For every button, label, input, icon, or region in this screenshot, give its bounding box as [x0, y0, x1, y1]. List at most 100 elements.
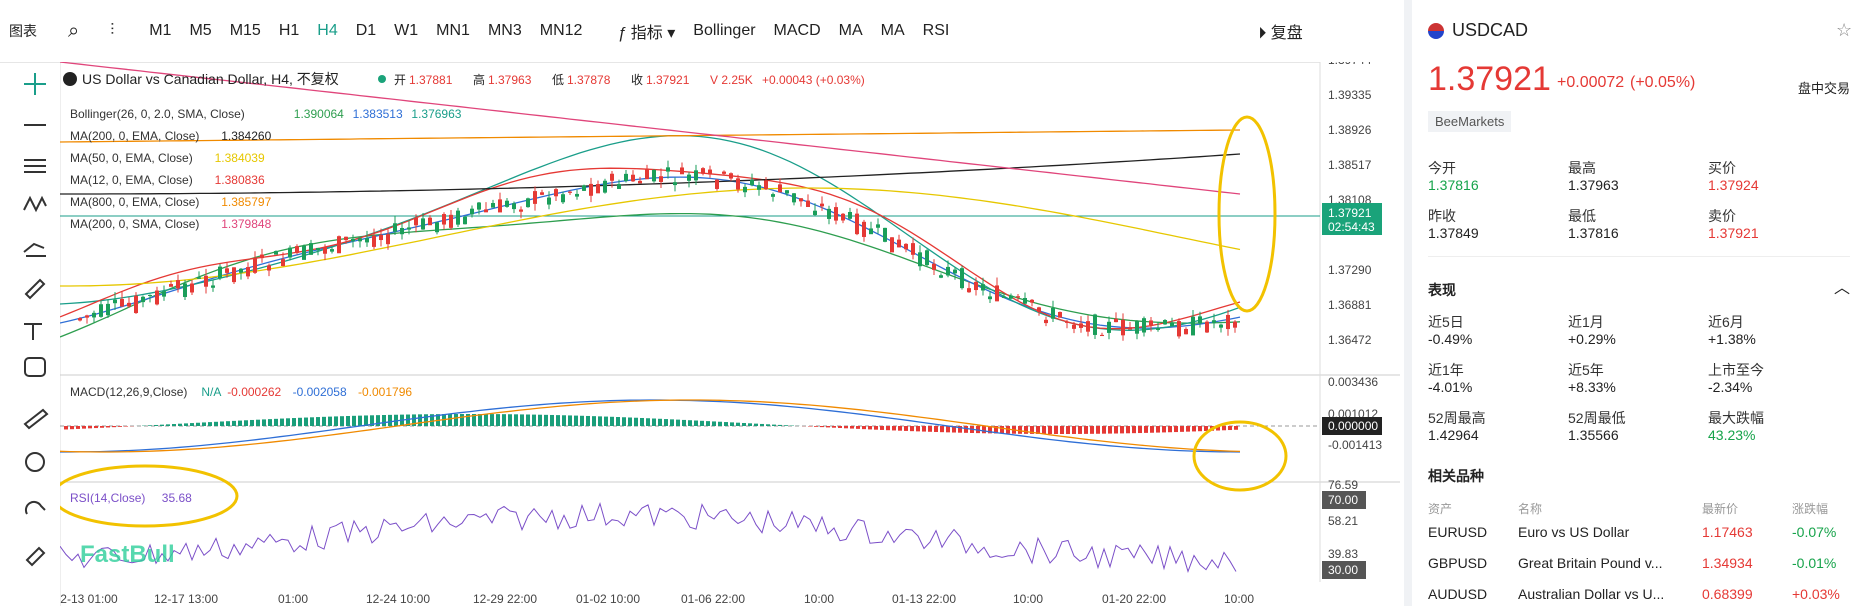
candle-body — [337, 236, 341, 254]
time-tick-label: 12-24 10:00 — [366, 592, 430, 606]
candle-body — [1205, 321, 1209, 333]
interval[interactable]: M5 — [189, 22, 212, 39]
macd-hist — [958, 426, 962, 433]
candle-body — [785, 190, 789, 194]
candle-body — [253, 258, 257, 273]
time-tick-label: 01-02 10:00 — [576, 592, 640, 606]
candle-body — [652, 169, 656, 182]
emoji-tool[interactable] — [24, 357, 46, 377]
ruler-tool[interactable] — [23, 408, 49, 430]
macd-hist — [688, 420, 692, 426]
time-tick-label: 10:00 — [804, 592, 834, 606]
candle-body — [491, 203, 495, 208]
macd-hist — [190, 423, 194, 426]
macd-hist — [598, 416, 602, 426]
change-pct: (+0.05%) — [1630, 74, 1696, 91]
interval[interactable]: H1 — [278, 22, 300, 39]
macd-hist — [874, 426, 878, 430]
candle-body — [533, 191, 537, 204]
session: 盘中交易 — [1798, 81, 1851, 96]
related-cell: -0.01% — [1792, 555, 1837, 571]
macd-hist — [868, 426, 872, 430]
brush-tool[interactable] — [24, 278, 46, 300]
macd-hist — [202, 422, 206, 426]
candle-body — [1121, 319, 1125, 336]
macd-tick-label: 0.000000 — [1328, 419, 1378, 433]
candle-body — [799, 198, 803, 202]
interval[interactable]: MN12 — [539, 22, 583, 39]
related-cell[interactable]: GBPUSD — [1428, 555, 1488, 571]
macd-hist — [406, 414, 410, 426]
search-icon[interactable]: ⌕ — [68, 19, 80, 42]
performance-title: 表现 — [1428, 282, 1456, 298]
indicators-menu[interactable]: ƒ 指标 ▾ — [617, 25, 676, 42]
macd-hist — [766, 424, 770, 426]
zoom-tool[interactable] — [25, 452, 45, 472]
text-tool[interactable] — [24, 323, 42, 340]
indicator[interactable]: MA — [838, 22, 863, 39]
candle-body — [722, 171, 726, 174]
favorite[interactable]: ☆ — [1836, 20, 1853, 40]
chart-menu[interactable]: 图表 — [9, 23, 37, 39]
candle-body — [1051, 308, 1055, 319]
related-cell[interactable]: EURUSD — [1428, 524, 1488, 540]
stat-value: -0.49% — [1428, 331, 1473, 347]
stat-label: 52周最低 — [1568, 410, 1626, 426]
stat-value: 1.42964 — [1428, 427, 1479, 443]
related-cell: Euro vs US Dollar — [1518, 524, 1630, 540]
highlight-ellipse — [1192, 420, 1288, 492]
indicator[interactable]: Bollinger — [693, 22, 756, 39]
macd-hist — [1192, 426, 1196, 432]
replay[interactable]: ⏵ 复盘 — [1258, 25, 1303, 42]
collapse[interactable]: ︿ — [1834, 280, 1851, 297]
candle-body — [862, 221, 866, 237]
interval[interactable]: W1 — [394, 22, 419, 39]
crosshair-tool[interactable] — [24, 73, 46, 95]
macd-hist — [844, 426, 848, 429]
candle-body — [841, 213, 845, 221]
projection-tool[interactable] — [23, 242, 46, 257]
candle-body — [1016, 296, 1020, 298]
candle-body — [827, 208, 831, 219]
macd-hist — [580, 415, 584, 426]
interval[interactable]: H4 — [317, 22, 338, 39]
stat-label: 上市至今 — [1708, 362, 1764, 378]
indicator[interactable]: MACD — [773, 22, 821, 39]
candle-body — [92, 312, 96, 318]
macd-hist — [70, 426, 74, 430]
macd-hist — [1072, 426, 1076, 434]
related-cell[interactable]: AUDUSD — [1428, 586, 1488, 602]
macd-hist — [736, 422, 740, 426]
macd-hist — [94, 426, 98, 429]
indicator[interactable]: RSI — [922, 22, 950, 39]
macd-hist — [616, 417, 620, 426]
candle-icon[interactable]: ⫶ — [110, 22, 115, 39]
interval[interactable]: MN1 — [436, 22, 470, 39]
candle-body — [477, 202, 481, 210]
stat-value: 1.37924 — [1708, 177, 1759, 193]
rsi-tick-label: 58.21 — [1328, 514, 1358, 528]
rsi-tick-label: 39.83 — [1328, 547, 1358, 561]
lock-tool[interactable] — [25, 546, 46, 567]
candle-body — [631, 174, 635, 182]
pattern-tool[interactable] — [23, 195, 47, 213]
interval[interactable]: D1 — [355, 22, 377, 39]
fib-tool[interactable] — [24, 159, 46, 173]
candle-body — [267, 265, 271, 271]
ma-200-ema — [60, 153, 1241, 195]
magnet-tool[interactable] — [24, 500, 46, 515]
legend-text: V 2.25K — [710, 73, 753, 87]
countdown: 02:54:43 — [1328, 220, 1375, 234]
interval[interactable]: M1 — [149, 22, 172, 39]
interval[interactable]: MN3 — [487, 22, 522, 39]
candle-body — [603, 180, 607, 193]
candle-body — [141, 296, 145, 303]
related-cell: 1.17463 — [1702, 524, 1753, 540]
legend-text: 1.390064 — [294, 107, 344, 121]
legend-text: 1.37963 — [488, 73, 532, 87]
candle-body — [743, 186, 747, 193]
candle-body — [932, 263, 936, 270]
interval[interactable]: M15 — [229, 22, 261, 39]
candle-body — [1163, 320, 1167, 325]
indicator[interactable]: MA — [880, 22, 905, 39]
